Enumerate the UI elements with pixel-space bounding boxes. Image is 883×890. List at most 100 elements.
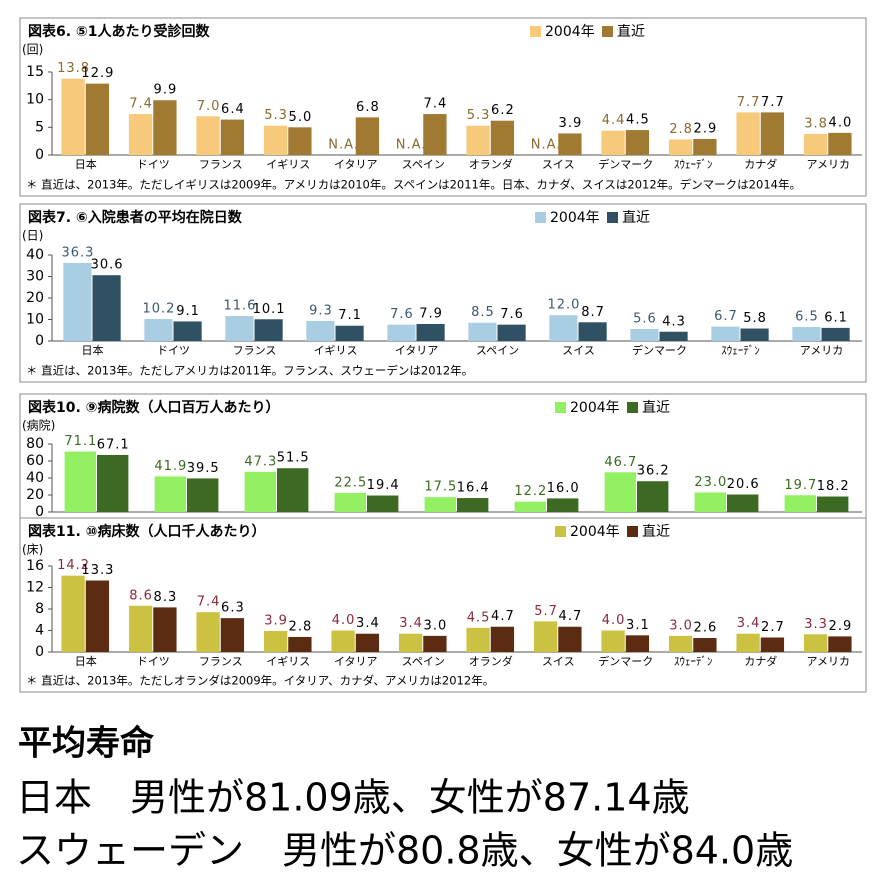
bar bbox=[128, 605, 153, 652]
value-label: 3.0 bbox=[669, 618, 693, 633]
y-tick-label: 12 bbox=[26, 580, 44, 596]
x-tick-label: スイス bbox=[562, 344, 595, 357]
x-tick-label: イタリア bbox=[395, 344, 439, 357]
x-tick-label: スイス bbox=[542, 655, 575, 668]
value-label: 11.6 bbox=[223, 299, 256, 314]
value-label: 2.8 bbox=[289, 619, 313, 634]
chart-title: 図表6. ⑤1人あたり受診回数 bbox=[28, 23, 211, 40]
value-label: 47.3 bbox=[244, 454, 277, 469]
value-label: 3.3 bbox=[804, 617, 828, 632]
y-tick-label: 4 bbox=[35, 623, 44, 639]
footnote: ＊ 直近は、2013年。ただしイギリスは2009年。アメリカは2010年。スペイ… bbox=[26, 178, 801, 192]
bar bbox=[288, 127, 312, 155]
bar bbox=[693, 638, 717, 652]
bar bbox=[497, 324, 526, 341]
y-tick-label: 0 bbox=[35, 504, 44, 520]
y-tick-label: 60 bbox=[26, 453, 44, 469]
bar bbox=[244, 471, 276, 512]
bar bbox=[173, 321, 202, 341]
value-label: 13.8 bbox=[57, 61, 90, 76]
value-label: 10.2 bbox=[142, 302, 175, 317]
value-label: 5.0 bbox=[289, 110, 313, 125]
y-tick-label: 15 bbox=[26, 64, 44, 80]
bar bbox=[331, 630, 355, 652]
x-tick-label: イタリア bbox=[334, 655, 378, 668]
value-label: 36.3 bbox=[61, 245, 94, 260]
bar bbox=[61, 78, 85, 155]
value-label: 3.1 bbox=[626, 618, 650, 633]
value-label: 2.8 bbox=[669, 122, 693, 137]
bar bbox=[196, 612, 220, 652]
bar bbox=[659, 331, 688, 341]
x-tick-label: ｽｳｪｰﾃﾞﾝ bbox=[721, 344, 760, 357]
bar bbox=[263, 125, 288, 155]
value-label: 3.9 bbox=[264, 614, 288, 629]
bar bbox=[578, 322, 607, 341]
value-label: 2.7 bbox=[761, 620, 785, 635]
value-label: 19.4 bbox=[367, 478, 400, 493]
bar bbox=[817, 496, 849, 512]
x-tick-label: イギリス bbox=[266, 655, 310, 668]
y-unit: (回) bbox=[22, 43, 43, 57]
value-label: 36.2 bbox=[637, 464, 670, 479]
legend-swatch bbox=[602, 26, 613, 37]
x-tick-label: イタリア bbox=[334, 158, 378, 171]
x-tick-label: スペイン bbox=[402, 655, 445, 668]
y-tick-label: 40 bbox=[26, 470, 44, 486]
bar bbox=[263, 631, 288, 652]
value-label: 7.4 bbox=[197, 595, 221, 610]
legend-swatch bbox=[555, 402, 566, 413]
value-label: 46.7 bbox=[604, 455, 637, 470]
legend-swatch bbox=[555, 526, 566, 537]
x-tick-label: 日本 bbox=[75, 654, 97, 668]
value-label: 4.7 bbox=[559, 609, 583, 624]
life-line: 日本 男性が81.09歳、女性が87.14歳 bbox=[16, 776, 690, 820]
bar bbox=[423, 114, 447, 155]
value-label: 5.3 bbox=[264, 108, 288, 123]
legend-label: 2004年 bbox=[550, 210, 600, 226]
bar bbox=[547, 498, 579, 512]
bar bbox=[468, 322, 497, 341]
y-unit: (病院) bbox=[22, 418, 55, 433]
value-label: 14.2 bbox=[57, 558, 90, 573]
footnote: ＊ 直近は、2013年。ただしオランダは2009年。イタリア、カナダ、アメリカは… bbox=[26, 674, 494, 688]
bar bbox=[153, 607, 177, 652]
value-label: 3.0 bbox=[424, 618, 448, 633]
legend-label: 直近 bbox=[642, 399, 670, 416]
bar bbox=[367, 495, 399, 512]
heading: 平均寿命 bbox=[18, 724, 154, 764]
bar bbox=[625, 130, 650, 155]
value-label: 4.0 bbox=[829, 115, 853, 130]
bar bbox=[803, 133, 828, 155]
y-tick-label: 0 bbox=[35, 147, 44, 163]
value-label: 17.5 bbox=[424, 480, 457, 495]
value-label: 8.7 bbox=[581, 305, 605, 320]
value-label: 4.0 bbox=[332, 613, 356, 628]
value-label: 3.4 bbox=[356, 616, 380, 631]
bar bbox=[153, 100, 177, 155]
value-label: 10.1 bbox=[253, 302, 286, 317]
value-label: 22.5 bbox=[334, 475, 367, 490]
bar bbox=[334, 492, 366, 512]
value-label: 41.9 bbox=[154, 459, 187, 474]
x-tick-label: ドイツ bbox=[137, 158, 170, 171]
bar bbox=[668, 635, 693, 652]
x-tick-label: 日本 bbox=[82, 343, 104, 357]
value-label: 5.3 bbox=[467, 108, 491, 123]
value-label: 6.4 bbox=[221, 102, 245, 117]
bar bbox=[220, 618, 245, 652]
bar bbox=[387, 324, 416, 341]
value-label: 30.6 bbox=[91, 258, 124, 273]
value-label: 7.9 bbox=[419, 307, 443, 322]
bar bbox=[558, 626, 582, 652]
value-label: 51.5 bbox=[277, 451, 310, 466]
x-tick-label: カナダ bbox=[744, 654, 777, 668]
bar bbox=[457, 498, 489, 512]
value-label: 5.7 bbox=[534, 604, 558, 619]
bar bbox=[694, 492, 726, 512]
legend-label: 2004年 bbox=[545, 24, 595, 40]
bar bbox=[736, 112, 760, 155]
value-label: 3.9 bbox=[559, 116, 583, 131]
y-tick-label: 20 bbox=[26, 290, 44, 306]
bar bbox=[466, 627, 490, 652]
